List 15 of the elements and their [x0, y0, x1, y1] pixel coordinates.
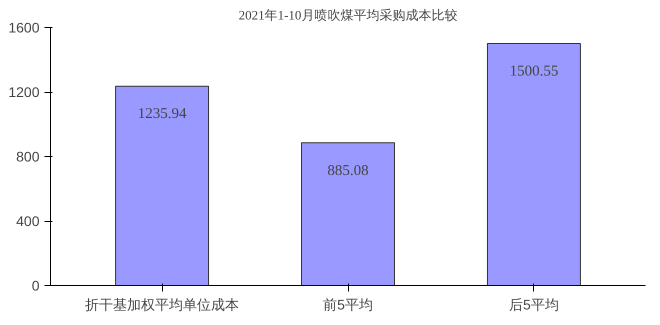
y-tick-label: 800 [16, 148, 40, 164]
y-tick-label: 0 [32, 278, 40, 294]
data-label: 885.08 [327, 162, 369, 179]
data-label: 1500.55 [510, 64, 558, 80]
chart-title: 2021年1-10月喷吹煤平均采购成本比较 [238, 8, 458, 22]
y-tick-label: 1200 [8, 84, 40, 100]
data-label: 1235.94 [138, 106, 187, 122]
y-tick-label: 1600 [8, 20, 40, 36]
y-tick-label: 400 [16, 213, 40, 229]
bar [115, 86, 210, 286]
bar [301, 142, 395, 286]
x-tick-label: 折干基加权平均单位成本 [85, 296, 240, 312]
x-tick-label: 前5平均 [323, 296, 373, 312]
x-tick-label: 后5平均 [509, 296, 559, 312]
bar [486, 43, 581, 286]
